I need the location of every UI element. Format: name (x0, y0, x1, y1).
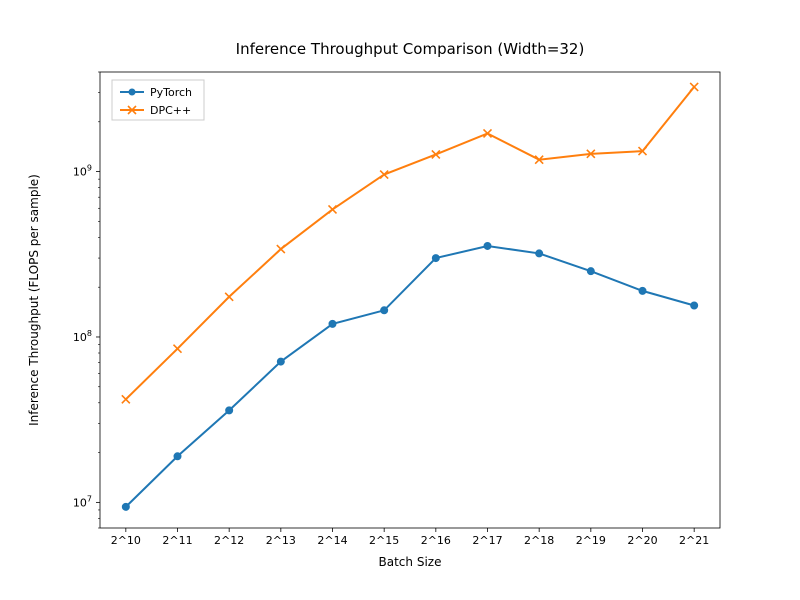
marker-circle (329, 320, 336, 327)
x-tick-label: 2^18 (524, 534, 554, 547)
x-axis-label: Batch Size (379, 555, 442, 569)
x-tick-label: 2^12 (214, 534, 244, 547)
x-tick-label: 2^11 (162, 534, 192, 547)
marker-circle (587, 268, 594, 275)
marker-circle (536, 250, 543, 257)
marker-circle (691, 302, 698, 309)
x-tick-label: 2^10 (111, 534, 141, 547)
x-tick-label: 2^17 (472, 534, 502, 547)
x-tick-label: 2^14 (317, 534, 347, 547)
marker-circle (226, 407, 233, 414)
y-axis-label: Inference Throughput (FLOPS per sample) (27, 174, 41, 426)
x-tick-label: 2^13 (266, 534, 296, 547)
marker-circle (639, 287, 646, 294)
marker-circle (484, 242, 491, 249)
marker-circle (381, 307, 388, 314)
legend-marker (129, 89, 136, 96)
legend-label: DPC++ (150, 104, 191, 117)
legend-label: PyTorch (150, 86, 192, 99)
marker-circle (174, 453, 181, 460)
x-tick-label: 2^21 (679, 534, 709, 547)
marker-circle (277, 358, 284, 365)
marker-circle (432, 255, 439, 262)
x-tick-label: 2^15 (369, 534, 399, 547)
marker-circle (122, 503, 129, 510)
line-chart: 2^10 2^11 2^12 2^13 2^14 2^15 2^16 2^17 2^18 2^19… (0, 0, 800, 600)
chart-title: Inference Throughput Comparison (Width=3… (236, 40, 585, 58)
x-tick-label: 2^19 (576, 534, 606, 547)
chart-container: 2^10 2^11 2^12 2^13 2^14 2^15 2^16 2^17 2^18 2^19… (0, 0, 800, 600)
x-tick-label: 2^16 (421, 534, 451, 547)
x-tick-label: 2^20 (627, 534, 657, 547)
